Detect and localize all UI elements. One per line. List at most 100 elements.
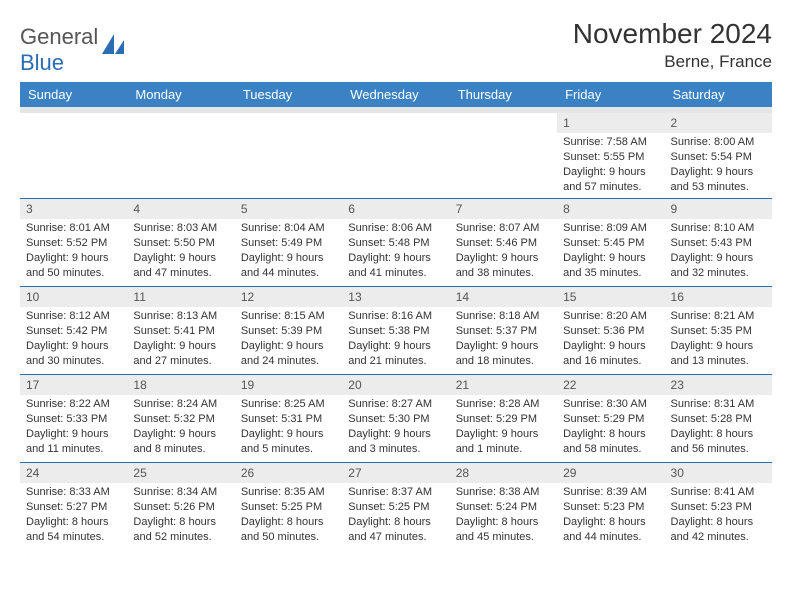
brand-logo: General Blue xyxy=(20,18,126,76)
day-details: Sunrise: 8:38 AMSunset: 5:24 PMDaylight:… xyxy=(450,483,557,548)
day-details: Sunrise: 8:09 AMSunset: 5:45 PMDaylight:… xyxy=(557,219,664,284)
calendar-row: 1Sunrise: 7:58 AMSunset: 5:55 PMDaylight… xyxy=(20,110,772,199)
calendar-cell: 17Sunrise: 8:22 AMSunset: 5:33 PMDayligh… xyxy=(20,375,127,463)
day-header: Monday xyxy=(127,82,234,110)
day-details: Sunrise: 8:20 AMSunset: 5:36 PMDaylight:… xyxy=(557,307,664,372)
day-header: Friday xyxy=(557,82,664,110)
calendar-cell: 28Sunrise: 8:38 AMSunset: 5:24 PMDayligh… xyxy=(450,463,557,551)
day-details: Sunrise: 8:10 AMSunset: 5:43 PMDaylight:… xyxy=(665,219,772,284)
calendar-cell: 10Sunrise: 8:12 AMSunset: 5:42 PMDayligh… xyxy=(20,287,127,375)
day-header-row: SundayMondayTuesdayWednesdayThursdayFrid… xyxy=(20,82,772,110)
brand-text-1: General xyxy=(20,24,98,49)
day-number: 27 xyxy=(342,463,449,483)
day-header: Sunday xyxy=(20,82,127,110)
calendar-cell: 6Sunrise: 8:06 AMSunset: 5:48 PMDaylight… xyxy=(342,199,449,287)
day-details: Sunrise: 8:37 AMSunset: 5:25 PMDaylight:… xyxy=(342,483,449,548)
calendar-cell: 13Sunrise: 8:16 AMSunset: 5:38 PMDayligh… xyxy=(342,287,449,375)
calendar-cell: 4Sunrise: 8:03 AMSunset: 5:50 PMDaylight… xyxy=(127,199,234,287)
day-details: Sunrise: 8:13 AMSunset: 5:41 PMDaylight:… xyxy=(127,307,234,372)
day-details: Sunrise: 8:41 AMSunset: 5:23 PMDaylight:… xyxy=(665,483,772,548)
day-number: 7 xyxy=(450,199,557,219)
day-details: Sunrise: 8:24 AMSunset: 5:32 PMDaylight:… xyxy=(127,395,234,460)
calendar-cell: 16Sunrise: 8:21 AMSunset: 5:35 PMDayligh… xyxy=(665,287,772,375)
day-details: Sunrise: 8:28 AMSunset: 5:29 PMDaylight:… xyxy=(450,395,557,460)
calendar-cell: 22Sunrise: 8:30 AMSunset: 5:29 PMDayligh… xyxy=(557,375,664,463)
calendar-cell: 2Sunrise: 8:00 AMSunset: 5:54 PMDaylight… xyxy=(665,110,772,199)
day-number: 22 xyxy=(557,375,664,395)
day-number: 13 xyxy=(342,287,449,307)
day-number: 12 xyxy=(235,287,342,307)
header: General Blue November 2024 Berne, France xyxy=(20,18,772,76)
day-details: Sunrise: 8:39 AMSunset: 5:23 PMDaylight:… xyxy=(557,483,664,548)
brand-text: General Blue xyxy=(20,24,98,76)
calendar-cell: 12Sunrise: 8:15 AMSunset: 5:39 PMDayligh… xyxy=(235,287,342,375)
day-details: Sunrise: 8:27 AMSunset: 5:30 PMDaylight:… xyxy=(342,395,449,460)
day-number: 24 xyxy=(20,463,127,483)
day-details: Sunrise: 8:33 AMSunset: 5:27 PMDaylight:… xyxy=(20,483,127,548)
day-number: 15 xyxy=(557,287,664,307)
calendar-row: 3Sunrise: 8:01 AMSunset: 5:52 PMDaylight… xyxy=(20,199,772,287)
calendar-cell xyxy=(20,110,127,199)
calendar-cell: 18Sunrise: 8:24 AMSunset: 5:32 PMDayligh… xyxy=(127,375,234,463)
calendar-cell: 14Sunrise: 8:18 AMSunset: 5:37 PMDayligh… xyxy=(450,287,557,375)
calendar-cell: 25Sunrise: 8:34 AMSunset: 5:26 PMDayligh… xyxy=(127,463,234,551)
calendar-cell: 11Sunrise: 8:13 AMSunset: 5:41 PMDayligh… xyxy=(127,287,234,375)
day-details: Sunrise: 8:18 AMSunset: 5:37 PMDaylight:… xyxy=(450,307,557,372)
day-header: Tuesday xyxy=(235,82,342,110)
calendar-cell: 30Sunrise: 8:41 AMSunset: 5:23 PMDayligh… xyxy=(665,463,772,551)
calendar-cell: 9Sunrise: 8:10 AMSunset: 5:43 PMDaylight… xyxy=(665,199,772,287)
month-title: November 2024 xyxy=(573,18,772,50)
day-number: 17 xyxy=(20,375,127,395)
day-number: 18 xyxy=(127,375,234,395)
calendar-cell: 29Sunrise: 8:39 AMSunset: 5:23 PMDayligh… xyxy=(557,463,664,551)
brand-sail-icon xyxy=(100,32,126,63)
day-details: Sunrise: 8:30 AMSunset: 5:29 PMDaylight:… xyxy=(557,395,664,460)
calendar-cell xyxy=(127,110,234,199)
calendar-cell: 23Sunrise: 8:31 AMSunset: 5:28 PMDayligh… xyxy=(665,375,772,463)
calendar-cell: 27Sunrise: 8:37 AMSunset: 5:25 PMDayligh… xyxy=(342,463,449,551)
calendar-cell: 3Sunrise: 8:01 AMSunset: 5:52 PMDaylight… xyxy=(20,199,127,287)
day-details: Sunrise: 8:31 AMSunset: 5:28 PMDaylight:… xyxy=(665,395,772,460)
calendar-cell xyxy=(235,110,342,199)
day-number: 2 xyxy=(665,113,772,133)
calendar-cell: 1Sunrise: 7:58 AMSunset: 5:55 PMDaylight… xyxy=(557,110,664,199)
day-number: 23 xyxy=(665,375,772,395)
day-number: 8 xyxy=(557,199,664,219)
calendar-cell xyxy=(342,110,449,199)
day-details: Sunrise: 8:06 AMSunset: 5:48 PMDaylight:… xyxy=(342,219,449,284)
day-details: Sunrise: 8:12 AMSunset: 5:42 PMDaylight:… xyxy=(20,307,127,372)
calendar-row: 10Sunrise: 8:12 AMSunset: 5:42 PMDayligh… xyxy=(20,287,772,375)
day-details: Sunrise: 8:15 AMSunset: 5:39 PMDaylight:… xyxy=(235,307,342,372)
day-details: Sunrise: 8:22 AMSunset: 5:33 PMDaylight:… xyxy=(20,395,127,460)
calendar-row: 24Sunrise: 8:33 AMSunset: 5:27 PMDayligh… xyxy=(20,463,772,551)
day-details: Sunrise: 8:01 AMSunset: 5:52 PMDaylight:… xyxy=(20,219,127,284)
day-number: 14 xyxy=(450,287,557,307)
calendar-cell: 8Sunrise: 8:09 AMSunset: 5:45 PMDaylight… xyxy=(557,199,664,287)
day-details: Sunrise: 8:00 AMSunset: 5:54 PMDaylight:… xyxy=(665,133,772,198)
day-details: Sunrise: 8:16 AMSunset: 5:38 PMDaylight:… xyxy=(342,307,449,372)
title-block: November 2024 Berne, France xyxy=(573,18,772,72)
day-number: 9 xyxy=(665,199,772,219)
day-number: 30 xyxy=(665,463,772,483)
day-number: 1 xyxy=(557,113,664,133)
day-number: 16 xyxy=(665,287,772,307)
day-details: Sunrise: 8:21 AMSunset: 5:35 PMDaylight:… xyxy=(665,307,772,372)
calendar-cell: 5Sunrise: 8:04 AMSunset: 5:49 PMDaylight… xyxy=(235,199,342,287)
calendar-cell xyxy=(450,110,557,199)
day-number: 26 xyxy=(235,463,342,483)
day-details: Sunrise: 8:07 AMSunset: 5:46 PMDaylight:… xyxy=(450,219,557,284)
calendar-cell: 24Sunrise: 8:33 AMSunset: 5:27 PMDayligh… xyxy=(20,463,127,551)
day-number: 20 xyxy=(342,375,449,395)
day-number: 28 xyxy=(450,463,557,483)
day-details: Sunrise: 8:35 AMSunset: 5:25 PMDaylight:… xyxy=(235,483,342,548)
day-details: Sunrise: 8:34 AMSunset: 5:26 PMDaylight:… xyxy=(127,483,234,548)
day-number: 25 xyxy=(127,463,234,483)
day-number: 11 xyxy=(127,287,234,307)
brand-text-2: Blue xyxy=(20,50,64,75)
calendar-table: SundayMondayTuesdayWednesdayThursdayFrid… xyxy=(20,82,772,551)
day-details: Sunrise: 8:04 AMSunset: 5:49 PMDaylight:… xyxy=(235,219,342,284)
day-number: 6 xyxy=(342,199,449,219)
day-header: Thursday xyxy=(450,82,557,110)
calendar-body: 1Sunrise: 7:58 AMSunset: 5:55 PMDaylight… xyxy=(20,110,772,551)
day-number: 4 xyxy=(127,199,234,219)
